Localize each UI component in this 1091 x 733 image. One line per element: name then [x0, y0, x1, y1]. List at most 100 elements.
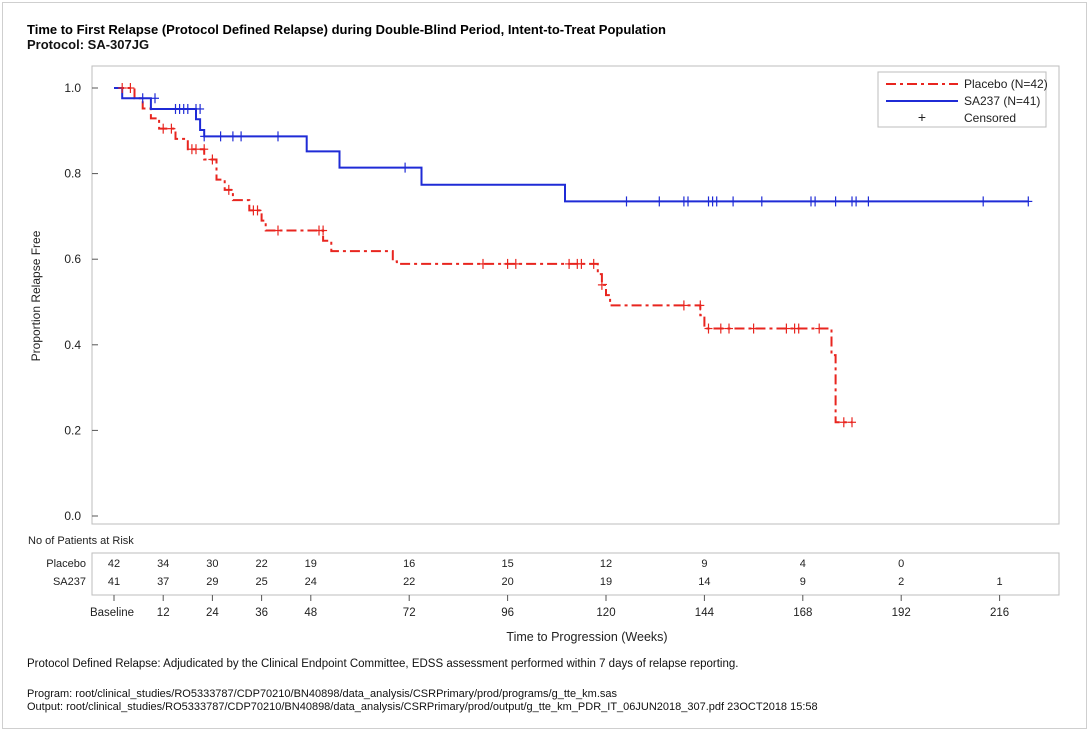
placebo-censor-mark — [839, 417, 848, 428]
placebo-censor-mark — [848, 417, 856, 428]
risk-cell: 41 — [108, 576, 120, 588]
sa237-censor-mark — [729, 196, 738, 207]
placebo-censor-mark — [511, 258, 520, 269]
placebo-censor-mark — [118, 83, 127, 93]
sa237-censor-mark — [757, 196, 766, 207]
risk-cell: 12 — [600, 558, 612, 570]
sa237-censor-mark — [712, 196, 721, 207]
y-tick-label: 0.8 — [64, 167, 81, 181]
sa237-censor-mark — [216, 131, 225, 142]
y-tick-label: 0.2 — [64, 423, 81, 437]
y-tick-label: 1.0 — [64, 81, 81, 95]
risk-cell: 37 — [157, 576, 169, 588]
y-axis: 0.0 0.2 0.4 0.6 0.8 1.0 — [64, 81, 98, 523]
placebo-censor-mark — [503, 258, 512, 269]
footnote: Protocol Defined Relapse: Adjudicated by… — [27, 658, 739, 670]
legend-censor-symbol: + — [918, 109, 926, 125]
legend-placebo-label: Placebo (N=42) — [964, 77, 1048, 91]
risk-row-label: Placebo — [46, 558, 86, 570]
placebo-censor-mark — [577, 258, 586, 269]
placebo-censor-mark — [679, 300, 688, 311]
placebo-censor-mark — [159, 123, 168, 134]
sa237-censor-mark — [831, 196, 840, 207]
sa237-censor-mark — [237, 131, 246, 142]
risk-cell: 14 — [698, 576, 710, 588]
risk-cell: 4 — [800, 558, 806, 570]
placebo-censor-mark — [565, 258, 574, 269]
y-axis-label: Proportion Relapse Free — [29, 230, 43, 361]
chart-subtitle: Protocol: SA-307JG — [27, 37, 150, 52]
placebo-censor-mark — [192, 144, 200, 155]
y-tick-label: 0.4 — [64, 338, 81, 352]
placebo-censor-mark — [479, 258, 487, 269]
sa237-censor-mark — [811, 196, 820, 207]
sa237-censor-mark — [228, 131, 237, 142]
risk-cell: 15 — [501, 558, 513, 570]
x-tick-label: 216 — [990, 607, 1009, 619]
risk-cell: 1 — [997, 576, 1003, 588]
placebo-curve — [114, 87, 852, 424]
sa237-censor-mark — [183, 103, 192, 114]
risk-table-title: No of Patients at Risk — [28, 535, 134, 547]
placebo-censor-mark — [725, 323, 733, 334]
risk-row-label: SA237 — [53, 576, 86, 588]
x-tick-label: 36 — [255, 607, 268, 619]
sa237-censor-mark — [151, 93, 159, 104]
x-tick-label: 24 — [206, 607, 219, 619]
placebo-censor-mark — [224, 184, 233, 195]
placebo-censor-mark — [208, 154, 217, 165]
placebo-censor-mark — [794, 323, 803, 334]
placebo-censor-mark — [319, 225, 328, 236]
sa237-censor-mark — [196, 103, 205, 114]
risk-cell: 0 — [898, 558, 904, 570]
censor-marks — [118, 83, 1033, 428]
risk-cell: 9 — [701, 558, 707, 570]
risk-cell: 42 — [108, 558, 120, 570]
risk-cell: 19 — [600, 576, 612, 588]
sa237-censor-mark — [138, 93, 147, 104]
risk-cell: 29 — [206, 576, 218, 588]
risk-cell: 34 — [157, 558, 169, 570]
placebo-censor-mark — [704, 323, 713, 334]
sa237-censor-mark — [852, 196, 861, 207]
program-path: Program: root/clinical_studies/RO5333787… — [27, 688, 618, 700]
risk-cell: 2 — [898, 576, 904, 588]
x-tick-label: 144 — [695, 607, 715, 619]
risk-cell: 24 — [305, 576, 317, 588]
risk-cell: 22 — [403, 576, 415, 588]
legend: Placebo (N=42) SA237 (N=41) + Censored — [877, 71, 1048, 128]
placebo-censor-mark — [696, 300, 705, 311]
y-tick-label: 0.6 — [64, 252, 81, 266]
sa237-censor-mark — [401, 162, 410, 173]
legend-sa237-label: SA237 (N=41) — [964, 94, 1040, 108]
plot-area-border — [91, 65, 1060, 525]
x-axis: Baseline 12 24 36 48 72 96 120 144 168 192 216 — [90, 595, 1009, 619]
risk-cell: 25 — [255, 576, 267, 588]
output-path: Output: root/clinical_studies/RO5333787/… — [27, 701, 818, 713]
placebo-censor-mark — [782, 323, 791, 334]
x-tick-label: 192 — [892, 607, 911, 619]
sa237-censor-mark — [622, 196, 631, 207]
placebo-censor-mark — [589, 258, 598, 269]
placebo-censor-mark — [167, 123, 176, 134]
placebo-censor-mark — [253, 205, 262, 216]
x-tick-label: 168 — [793, 607, 812, 619]
x-tick-label: Baseline — [90, 607, 134, 619]
risk-cell: 9 — [800, 576, 806, 588]
placebo-censor-mark — [815, 323, 824, 334]
sa237-censor-mark — [655, 196, 664, 207]
sa237-censor-mark — [864, 196, 873, 207]
risk-cell: 16 — [403, 558, 415, 570]
risk-cell: 22 — [255, 558, 267, 570]
sa237-censor-mark — [200, 131, 209, 142]
sa237-censor-mark — [979, 196, 988, 207]
sa237-censor-mark — [684, 196, 692, 207]
x-tick-label: 72 — [403, 607, 416, 619]
risk-cell: 19 — [305, 558, 317, 570]
placebo-censor-mark — [200, 144, 209, 155]
risk-cell: 20 — [501, 576, 513, 588]
x-axis-label: Time to Progression (Weeks) — [506, 630, 667, 644]
x-tick-label: 48 — [304, 607, 317, 619]
